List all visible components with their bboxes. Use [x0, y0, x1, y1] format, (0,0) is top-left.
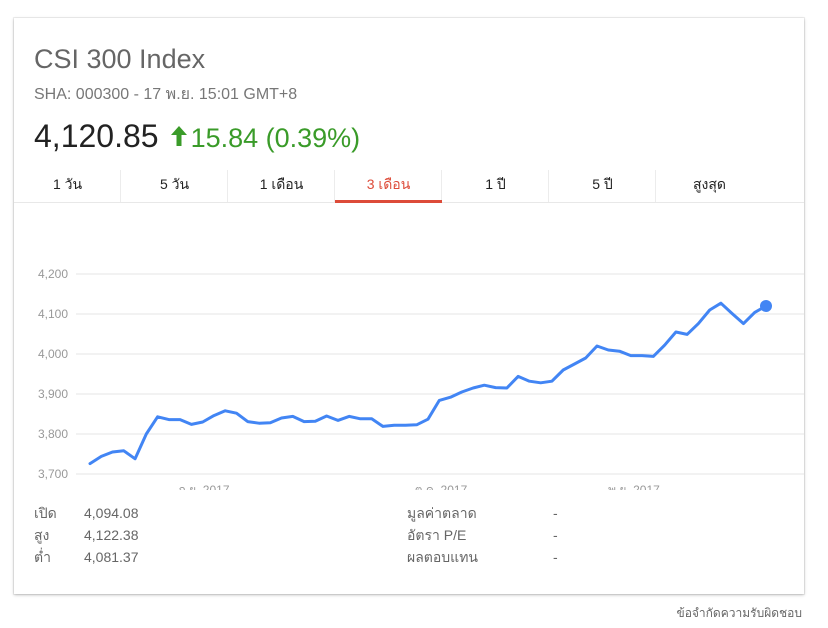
stats-left: เปิด 4,094.08 สูง 4,122.38 ต่ำ 4,081.37	[34, 502, 139, 568]
y-tick-label: 4,200	[38, 267, 68, 281]
tab-label: 1 ปี	[485, 176, 506, 192]
disclaimer-link[interactable]: ข้อจำกัดความรับผิดชอบ	[676, 606, 802, 620]
y-tick-label: 4,000	[38, 347, 68, 361]
y-tick-label: 3,700	[38, 467, 68, 481]
y-tick-label: 3,800	[38, 427, 68, 441]
stat-label: มูลค่าตลาด	[407, 505, 477, 521]
stat-pe-ratio: อัตรา P/E -	[407, 524, 558, 546]
stat-high: สูง 4,122.38	[34, 524, 139, 546]
x-tick-label: ก.ย. 2017	[179, 483, 230, 490]
tab-label: 3 เดือน	[366, 176, 411, 192]
stock-title: CSI 300 Index	[34, 44, 206, 74]
stat-open: เปิด 4,094.08	[34, 502, 139, 524]
current-price: 4,120.85	[34, 118, 159, 154]
stat-label: เปิด	[34, 505, 57, 521]
tab-1-month[interactable]: 1 เดือน	[228, 170, 335, 202]
tab-max[interactable]: สูงสุด	[656, 170, 763, 202]
tab-label: 5 ปี	[592, 176, 613, 192]
price-chart[interactable]: 4,200 4,100 4,000 3,900 3,800 3,700 ก.ย. 2017 ต…	[14, 238, 804, 490]
series-line	[88, 301, 768, 466]
stat-value: 4,094.08	[84, 505, 139, 521]
stats-right: มูลค่าตลาด - อัตรา P/E - ผลตอบแทน -	[407, 502, 558, 568]
stat-value: -	[553, 505, 558, 521]
tab-label: 1 วัน	[52, 176, 83, 192]
arrow-up-icon	[169, 124, 189, 148]
stat-label: สูง	[34, 527, 50, 543]
stock-card: CSI 300 Index SHA: 000300 - 17 พ.ย. 15:0…	[14, 18, 804, 594]
stat-label: ต่ำ	[34, 549, 51, 565]
stat-label: ผลตอบแทน	[407, 549, 478, 565]
stat-value: -	[553, 549, 558, 565]
tab-5-year[interactable]: 5 ปี	[549, 170, 656, 202]
tab-1-year[interactable]: 1 ปี	[442, 170, 549, 202]
y-tick-label: 4,100	[38, 307, 68, 321]
x-tick-label: ต.ค. 2017	[415, 483, 468, 490]
tab-label: 1 เดือน	[259, 176, 304, 192]
stat-value: 4,081.37	[84, 549, 139, 565]
range-tabs: 1 วัน 5 วัน 1 เดือน 3 เดือน 1 ปี 5 ปี สู…	[14, 170, 804, 203]
tab-5-day[interactable]: 5 วัน	[121, 170, 228, 202]
y-tick-label: 3,900	[38, 387, 68, 401]
tab-3-month[interactable]: 3 เดือน	[335, 170, 442, 203]
stat-label: อัตรา P/E	[407, 527, 467, 543]
stock-subtitle: SHA: 000300 - 17 พ.ย. 15:01 GMT+8	[34, 86, 298, 103]
x-tick-label: พ.ย. 2017	[608, 483, 660, 490]
stat-value: -	[553, 527, 558, 543]
stat-low: ต่ำ 4,081.37	[34, 546, 139, 568]
last-point-marker	[760, 300, 772, 312]
tab-label: สูงสุด	[692, 176, 727, 192]
price-change: 15.84 (0.39%)	[190, 123, 361, 153]
price-row: 4,120.85 15.84 (0.39%)	[34, 118, 360, 155]
stat-yield: ผลตอบแทน -	[407, 546, 558, 568]
stat-value: 4,122.38	[84, 527, 139, 543]
stat-market-cap: มูลค่าตลาด -	[407, 502, 558, 524]
tab-1-day[interactable]: 1 วัน	[14, 170, 121, 202]
tab-label: 5 วัน	[159, 176, 190, 192]
